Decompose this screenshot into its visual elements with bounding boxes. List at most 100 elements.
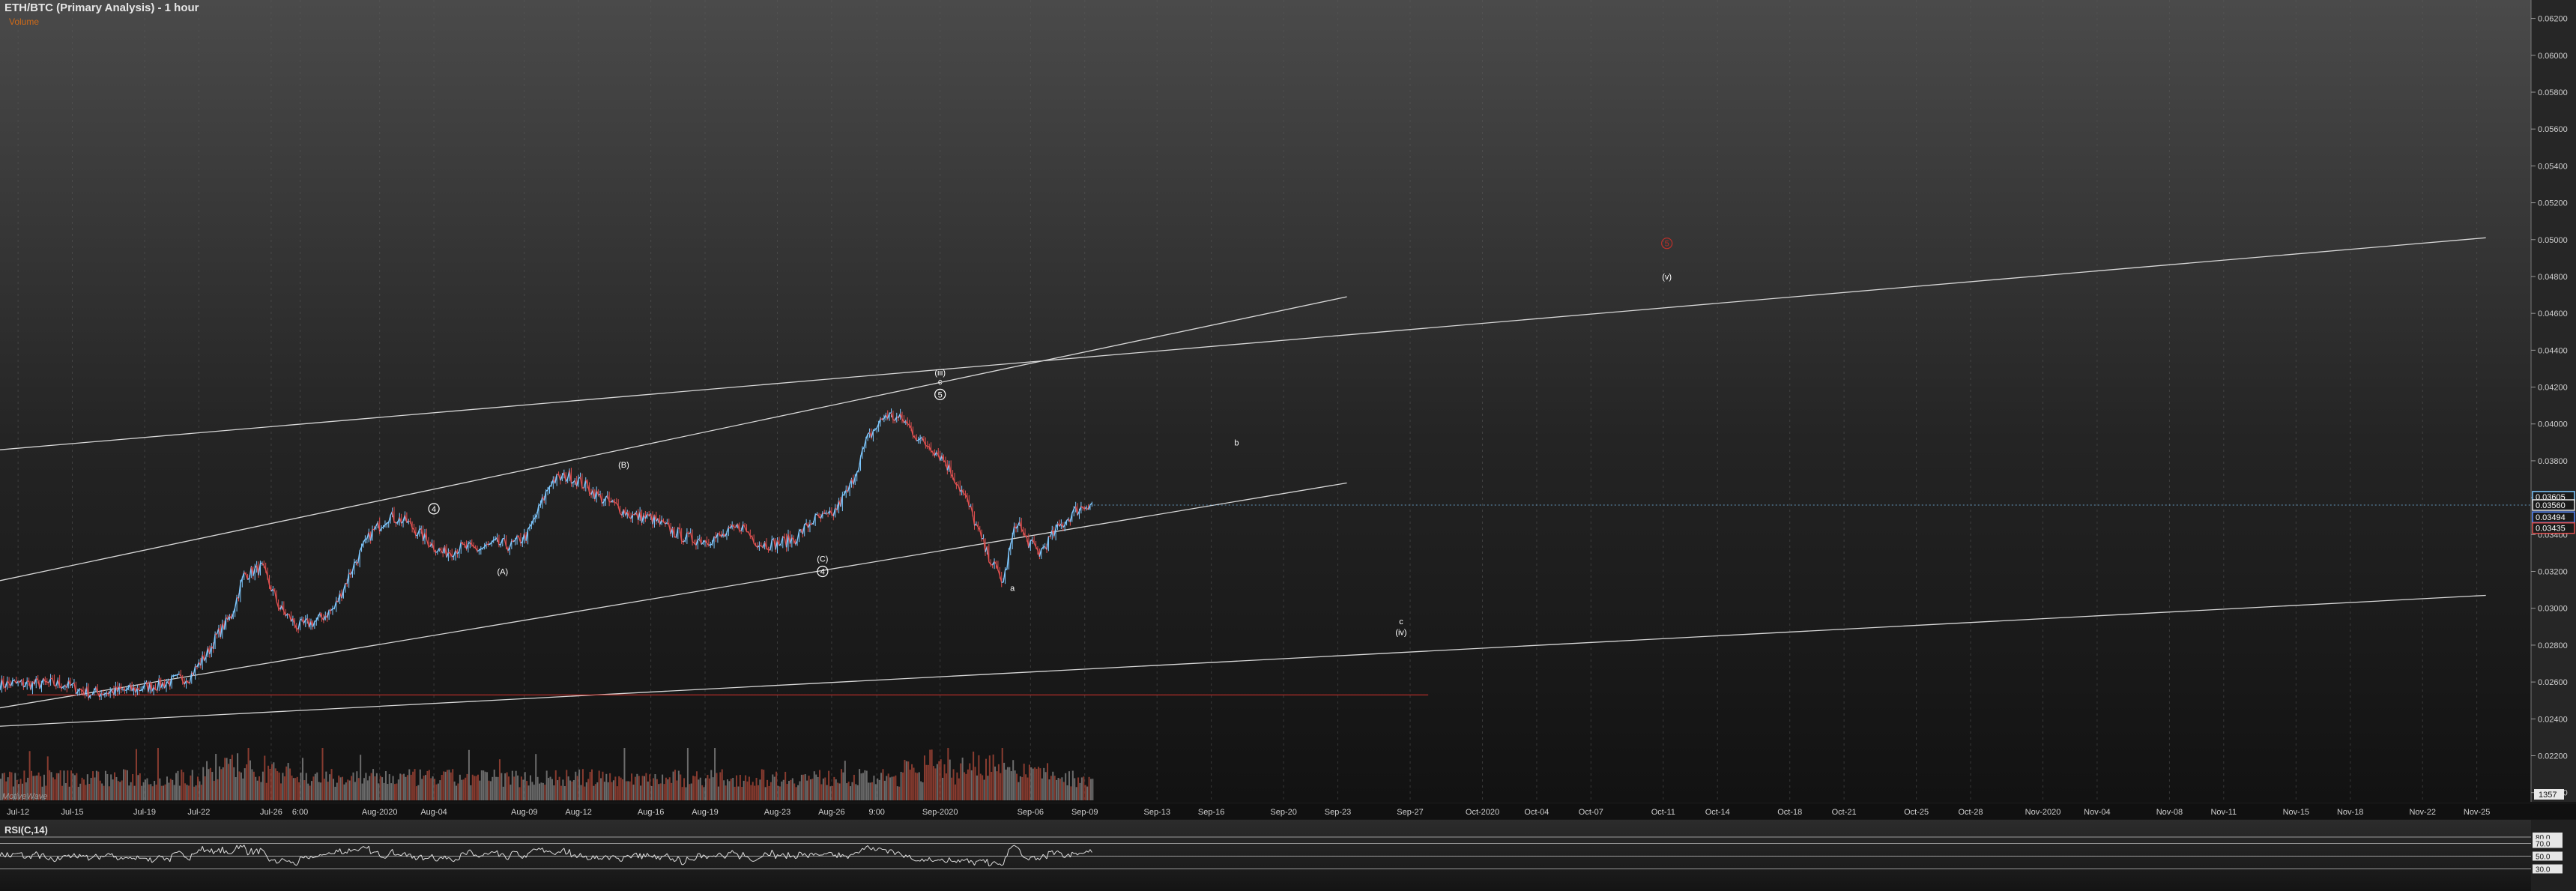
rsi-line-segment: [813, 853, 816, 856]
volume-bar: [177, 770, 179, 800]
price-label: 0.03494: [2536, 513, 2566, 522]
price-line-segment: [256, 564, 259, 576]
rsi-line-segment: [580, 853, 583, 857]
rsi-line-segment: [1084, 851, 1087, 854]
volume-bar: [1086, 786, 1089, 800]
price-line-segment: [663, 522, 666, 525]
volume-bar: [1032, 768, 1034, 800]
volume-bar: [321, 748, 324, 800]
volume-bar: [311, 781, 313, 800]
volume-bar: [791, 778, 793, 800]
rsi-line-segment: [740, 852, 744, 857]
price-line-segment: [234, 597, 238, 608]
rsi-line-segment: [766, 853, 769, 856]
rsi-line-segment: [489, 851, 492, 854]
volume-bar: [627, 781, 629, 800]
rsi-line-segment: [563, 848, 566, 855]
rsi-line-segment: [211, 848, 214, 854]
price-line-segment: [22, 685, 26, 688]
price-line-segment: [169, 675, 172, 687]
volume-bar: [549, 776, 551, 800]
volume-bar: [273, 762, 275, 800]
volume-bar: [828, 770, 830, 800]
volume-bar: [5, 781, 7, 800]
rsi-line-segment: [81, 855, 84, 857]
rsi-line-segment: [782, 853, 785, 857]
price-line-segment: [382, 524, 386, 528]
rsi-line-segment: [43, 853, 46, 858]
volume-bar: [43, 774, 45, 800]
volume-bar: [267, 765, 270, 800]
price-line-segment: [61, 686, 64, 689]
rsi-line-segment: [396, 854, 399, 856]
price-line-segment: [690, 532, 693, 542]
rsi-line-segment: [146, 858, 149, 862]
price-line-segment: [521, 533, 525, 542]
price-line-segment: [417, 529, 420, 536]
wave-label: (A): [497, 568, 508, 577]
rsi-line-segment: [880, 848, 883, 850]
rsi-line-segment: [699, 853, 702, 859]
volume-bar: [305, 773, 307, 800]
price-line-segment: [1035, 546, 1038, 551]
rsi-line-segment: [954, 860, 957, 863]
volume-bar: [949, 759, 951, 800]
x-tick-label: Sep-13: [1143, 808, 1170, 817]
volume-bar: [878, 779, 880, 800]
volume-bar: [374, 776, 376, 800]
price-line-segment: [635, 512, 639, 521]
price-line-segment: [1003, 570, 1006, 582]
price-line-segment: [455, 549, 459, 555]
price-line-segment: [913, 435, 916, 438]
rsi-line-segment: [590, 855, 593, 860]
rsi-line-segment: [282, 858, 285, 860]
rsi-line-segment: [171, 853, 174, 855]
price-line-segment: [34, 678, 37, 685]
volume-bar: [594, 784, 596, 800]
rsi-line-segment: [668, 857, 671, 861]
volume-bar: [612, 780, 614, 800]
rsi-line-segment: [1069, 851, 1073, 858]
price-line-segment: [357, 551, 360, 564]
volume-bar: [618, 776, 620, 800]
volume-bar: [428, 770, 430, 800]
rsi-line-segment: [621, 856, 624, 862]
rsi-line-segment: [94, 854, 97, 857]
volume-bar: [755, 777, 758, 800]
rsi-line-segment: [717, 852, 720, 855]
volume-bar: [609, 773, 611, 800]
volume-bar: [649, 774, 651, 800]
price-line-segment: [990, 564, 993, 566]
volume-bar: [246, 764, 248, 800]
volume-bar: [1016, 773, 1018, 800]
price-line-segment: [387, 522, 390, 524]
rsi-line-segment: [63, 854, 65, 857]
rsi-line-segment: [136, 855, 140, 859]
volume-bar: [643, 776, 645, 800]
rsi-line-segment: [397, 854, 400, 856]
y-tick-label: 0.03200: [2538, 568, 2568, 577]
volume-bar: [877, 778, 879, 800]
rsi-line-segment: [543, 850, 547, 853]
x-tick-label: Jul-12: [7, 808, 29, 817]
rsi-line-segment: [399, 854, 402, 857]
rsi-line-segment: [524, 855, 527, 858]
volume-bar: [815, 774, 817, 800]
rsi-line-segment: [0, 852, 2, 857]
price-line-segment: [244, 572, 247, 575]
rsi-line-segment: [799, 851, 802, 854]
rsi-line-segment: [889, 849, 892, 851]
rsi-line-segment: [157, 855, 160, 858]
volume-bar: [994, 766, 997, 800]
volume-bar: [233, 767, 235, 800]
price-line-segment: [158, 677, 162, 689]
price-line-segment: [1028, 540, 1032, 549]
volume-bar: [979, 773, 982, 800]
price-line-segment: [397, 516, 400, 523]
rsi-line-segment: [309, 855, 312, 860]
volume-bar: [645, 773, 647, 800]
rsi-line-segment: [182, 853, 185, 858]
rsi-line-segment: [130, 857, 133, 860]
volume-bar: [663, 784, 665, 800]
volume-subtitle: Volume: [9, 16, 40, 27]
